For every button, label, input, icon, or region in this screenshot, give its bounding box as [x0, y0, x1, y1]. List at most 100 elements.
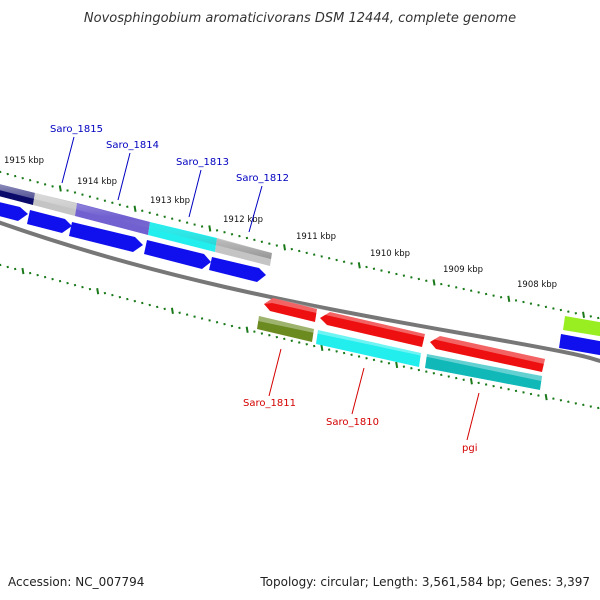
lower-scale-minor-tick	[268, 334, 271, 337]
label-saro-1813[interactable]: Saro_1813	[176, 157, 229, 168]
gene-arrow-pgi[interactable]	[430, 336, 545, 372]
upper-scale-minor-tick	[320, 255, 323, 258]
upper-scale-minor-tick	[13, 174, 17, 178]
upper-scale-minor-tick	[51, 185, 54, 188]
label-pgi[interactable]: pgi	[462, 443, 477, 454]
upper-scale-minor-tick	[567, 310, 570, 313]
gene-arrow-saro-1815[interactable]	[27, 210, 72, 233]
callout-saro-1810	[351, 367, 365, 415]
kbp-label-1914: 1914 kbp	[77, 177, 117, 187]
label-saro-1815[interactable]: Saro_1815	[50, 124, 103, 135]
upper-scale-minor-tick	[447, 284, 450, 287]
upper-scale-minor-tick	[103, 199, 107, 202]
upper-scale-minor-tick	[417, 277, 421, 281]
upper-scale-minor-tick	[335, 258, 338, 262]
upper-scale-minor-tick	[21, 176, 24, 180]
gene-arrow-saro-1810[interactable]	[320, 312, 425, 347]
lower-scale-minor-tick	[380, 360, 383, 363]
lower-scale-minor-tick	[312, 344, 316, 348]
upper-scale-major-tick	[582, 311, 586, 318]
reverse-strand-upper-row	[264, 298, 545, 372]
lower-scale-minor-tick	[417, 368, 421, 372]
upper-scale-minor-tick	[96, 197, 99, 200]
partial-genes-right	[559, 316, 600, 356]
lower-scale-minor-tick	[455, 376, 458, 380]
label-saro-1811[interactable]: Saro_1811	[243, 398, 296, 409]
lower-scale-minor-tick	[215, 321, 219, 324]
callout-saro-1811	[268, 348, 282, 397]
kbp-label-1909: 1909 kbp	[443, 265, 483, 275]
forward-strand-upper-row	[0, 184, 272, 266]
upper-scale-minor-tick	[215, 229, 219, 232]
lower-scale-minor-tick	[440, 373, 443, 377]
gene-arrow-saro-1812[interactable]	[209, 257, 266, 282]
upper-scale-minor-tick	[544, 305, 548, 309]
upper-scale-minor-tick	[499, 295, 503, 299]
upper-scale-minor-tick	[440, 282, 443, 286]
gene-arrow-saro-1814[interactable]	[69, 222, 143, 252]
upper-scale-minor-tick	[73, 191, 77, 194]
gene-bar-teal[interactable]	[425, 354, 542, 390]
lower-scale-minor-tick	[156, 305, 159, 309]
upper-scale-minor-tick	[298, 249, 301, 253]
lower-scale-minor-tick	[193, 315, 196, 318]
lower-scale-major-tick	[170, 307, 174, 314]
upper-scale-minor-tick	[0, 170, 2, 174]
lower-scale-minor-tick	[597, 406, 600, 410]
lower-scale-minor-tick	[514, 389, 518, 393]
lower-scale-minor-tick	[335, 350, 338, 353]
gene-arrow-saro-1815-a[interactable]	[0, 201, 28, 221]
lower-scale-minor-tick	[118, 295, 122, 299]
gene-bar-cyan-2[interactable]	[316, 330, 421, 367]
lower-row-shading	[258, 316, 542, 381]
lower-scale-minor-tick	[387, 362, 391, 365]
lower-scale-minor-tick	[372, 358, 376, 362]
lower-scale-minor-tick	[81, 285, 84, 289]
lower-scale-minor-tick	[238, 326, 241, 330]
lower-scale-minor-tick	[275, 335, 279, 339]
callout-saro-1814	[117, 152, 131, 201]
lower-scale-minor-tick	[126, 297, 129, 301]
upper-scale-minor-tick	[156, 213, 159, 216]
gene-arrow-saro-1813[interactable]	[144, 240, 211, 269]
map-title: Novosphingobium aromaticivorans DSM 1244…	[84, 11, 516, 26]
upper-scale-minor-tick	[185, 221, 189, 224]
upper-scale-minor-tick	[178, 219, 181, 222]
lower-scale-minor-tick	[290, 339, 293, 342]
lower-scale-minor-tick	[402, 365, 406, 368]
lower-scale-minor-tick	[178, 311, 181, 314]
callout-saro-1813	[188, 169, 202, 218]
upper-scale-minor-tick	[380, 269, 383, 272]
lower-scale-minor-tick	[327, 348, 331, 351]
upper-scale-minor-tick	[342, 260, 346, 264]
label-saro-1814[interactable]: Saro_1814	[106, 140, 159, 151]
lower-scale-minor-tick	[66, 281, 69, 285]
gene-arrow-saro-1811[interactable]	[264, 298, 317, 322]
gene-bar-olive[interactable]	[257, 316, 314, 342]
forward-strand-arrows	[0, 201, 266, 282]
upper-scale-minor-tick	[88, 195, 92, 198]
upper-scale-minor-tick	[260, 240, 264, 244]
label-saro-1810[interactable]: Saro_1810	[326, 417, 379, 428]
lower-scale-minor-tick	[111, 293, 114, 297]
gene-bar-lime[interactable]	[563, 316, 600, 337]
lower-scale-minor-tick	[522, 391, 525, 394]
upper-scale-minor-tick	[425, 279, 428, 282]
lower-scale-major-tick	[320, 344, 324, 351]
upper-scale-minor-tick	[245, 236, 249, 240]
label-saro-1812[interactable]: Saro_1812	[236, 173, 289, 184]
kbp-label-1908: 1908 kbp	[517, 280, 557, 290]
lower-scale-minor-tick	[200, 317, 204, 320]
accession-text: Accession: NC_007794	[8, 575, 144, 589]
lower-scale-minor-tick	[163, 307, 166, 311]
lower-scale-major-tick	[96, 288, 100, 295]
gene-arrow-blue-right[interactable]	[559, 334, 600, 356]
lower-scale-minor-tick	[260, 332, 264, 335]
lower-scale-minor-tick	[58, 279, 62, 283]
upper-scale-minor-tick	[552, 307, 555, 310]
upper-tick-row	[0, 170, 600, 320]
upper-scale-minor-tick	[170, 217, 174, 220]
upper-scale-minor-tick	[492, 294, 495, 297]
upper-scale-minor-tick	[66, 189, 69, 192]
upper-scale-minor-tick	[253, 238, 256, 242]
